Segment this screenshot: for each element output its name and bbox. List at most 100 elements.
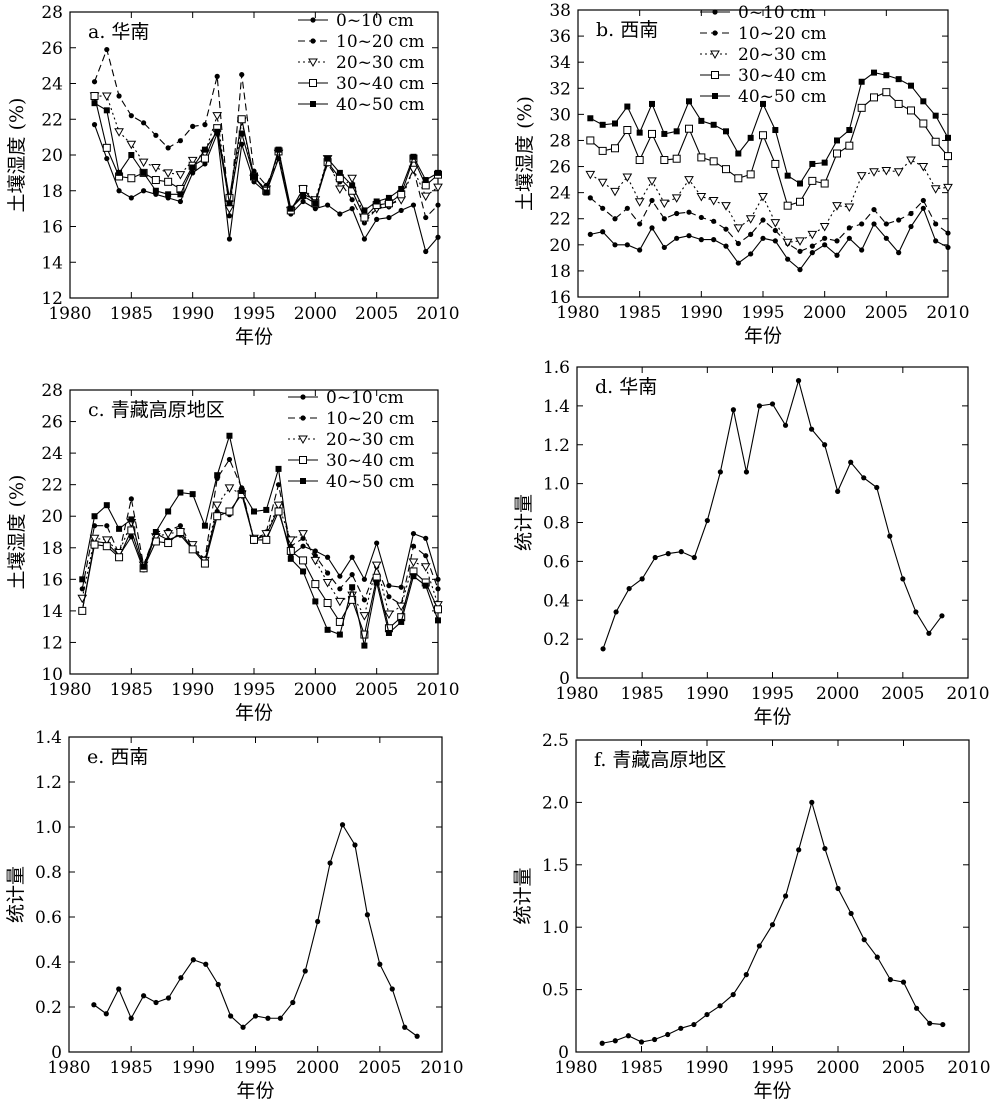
data-point <box>164 177 173 186</box>
x-axis-label: 年份 <box>753 706 791 728</box>
series-b-4 <box>587 69 951 187</box>
data-point <box>202 122 208 128</box>
x-tick-label: 2005 <box>355 304 398 324</box>
data-point <box>612 120 618 127</box>
data-point <box>188 545 197 554</box>
data-point <box>138 158 149 168</box>
data-point <box>435 202 441 208</box>
y-tick-label: 0.4 <box>35 953 62 973</box>
data-point <box>300 543 306 549</box>
data-point <box>385 194 392 201</box>
data-point <box>758 193 768 202</box>
data-point <box>691 1021 697 1028</box>
data-point <box>782 238 793 248</box>
data-point <box>373 579 380 586</box>
data-point <box>832 202 842 211</box>
data-point <box>90 92 99 101</box>
data-point <box>587 115 594 122</box>
data-point <box>587 195 593 201</box>
data-point <box>251 173 257 180</box>
data-point <box>251 508 257 515</box>
data-point <box>126 140 137 150</box>
y-tick-label: 26 <box>549 158 571 178</box>
y-tick-label: 0 <box>51 1043 62 1063</box>
data-point <box>871 69 877 76</box>
data-point <box>846 127 853 134</box>
data-point <box>743 972 749 978</box>
data-point <box>874 484 880 491</box>
data-point <box>857 103 866 112</box>
data-point <box>364 912 370 918</box>
data-point <box>883 235 889 241</box>
data-point <box>274 507 283 516</box>
series-line <box>589 91 949 207</box>
data-point <box>945 134 951 141</box>
data-point <box>315 918 321 925</box>
data-point <box>785 256 791 262</box>
data-point <box>361 642 368 649</box>
legend-marker <box>298 435 308 445</box>
data-point <box>435 576 441 582</box>
data-point <box>748 231 754 237</box>
legend-label: 40~50 cm <box>738 87 827 107</box>
data-point <box>756 403 763 409</box>
data-point <box>141 188 147 194</box>
data-point <box>177 523 183 529</box>
legend-label: 30~40 cm <box>738 66 827 86</box>
data-point <box>337 573 343 579</box>
series-c-4 <box>79 432 441 649</box>
data-point <box>636 129 643 136</box>
x-tick-label: 1980 <box>555 684 598 704</box>
data-point <box>300 198 306 205</box>
x-tick-label: 1985 <box>110 304 153 324</box>
data-point <box>312 548 318 554</box>
data-point <box>420 563 431 572</box>
y-tick-label: 22 <box>41 476 63 496</box>
data-point <box>263 189 270 196</box>
x-tick-label: 2010 <box>926 303 969 323</box>
data-point <box>152 529 159 535</box>
x-tick-label: 1985 <box>620 1058 663 1078</box>
y-tick-label: 26 <box>41 39 63 59</box>
x-tick-label: 1985 <box>110 1058 153 1078</box>
y-tick-label: 32 <box>549 79 571 99</box>
x-axis-label: 年份 <box>753 1080 791 1102</box>
x-tick-label: 1980 <box>48 680 91 700</box>
data-point <box>163 530 173 539</box>
data-point <box>373 198 380 205</box>
data-point <box>116 188 122 194</box>
y-tick-label: 22 <box>549 210 571 230</box>
data-point <box>623 126 632 135</box>
data-point <box>324 155 331 162</box>
data-point <box>673 128 680 135</box>
data-point <box>189 491 196 498</box>
data-point <box>858 78 865 85</box>
data-point <box>735 260 741 266</box>
data-point <box>665 1031 671 1038</box>
data-point <box>844 203 855 212</box>
data-point <box>177 198 183 205</box>
data-point <box>435 169 441 176</box>
data-point <box>78 606 87 615</box>
data-point <box>896 250 902 256</box>
data-point <box>745 215 756 224</box>
data-point <box>796 197 804 206</box>
data-point <box>398 584 404 590</box>
data-point <box>698 117 705 124</box>
x-tick-label: 1990 <box>172 1058 215 1078</box>
data-point <box>89 534 100 544</box>
data-point <box>769 401 776 407</box>
data-point <box>385 629 392 636</box>
panel-e: 1980 1985 1990 1995 2000 2005 2010 0 0.2 0.4 0.6 0.… <box>5 728 464 1102</box>
data-point <box>178 975 184 981</box>
data-point <box>919 119 928 128</box>
data-point <box>869 168 879 177</box>
data-point <box>226 456 233 463</box>
x-tick-label: 1985 <box>621 684 664 704</box>
y-tick-label: 1.2 <box>543 436 570 456</box>
data-point <box>733 224 744 233</box>
data-point <box>349 572 355 578</box>
data-point <box>908 223 914 230</box>
data-point <box>933 221 939 227</box>
data-point <box>408 558 419 567</box>
